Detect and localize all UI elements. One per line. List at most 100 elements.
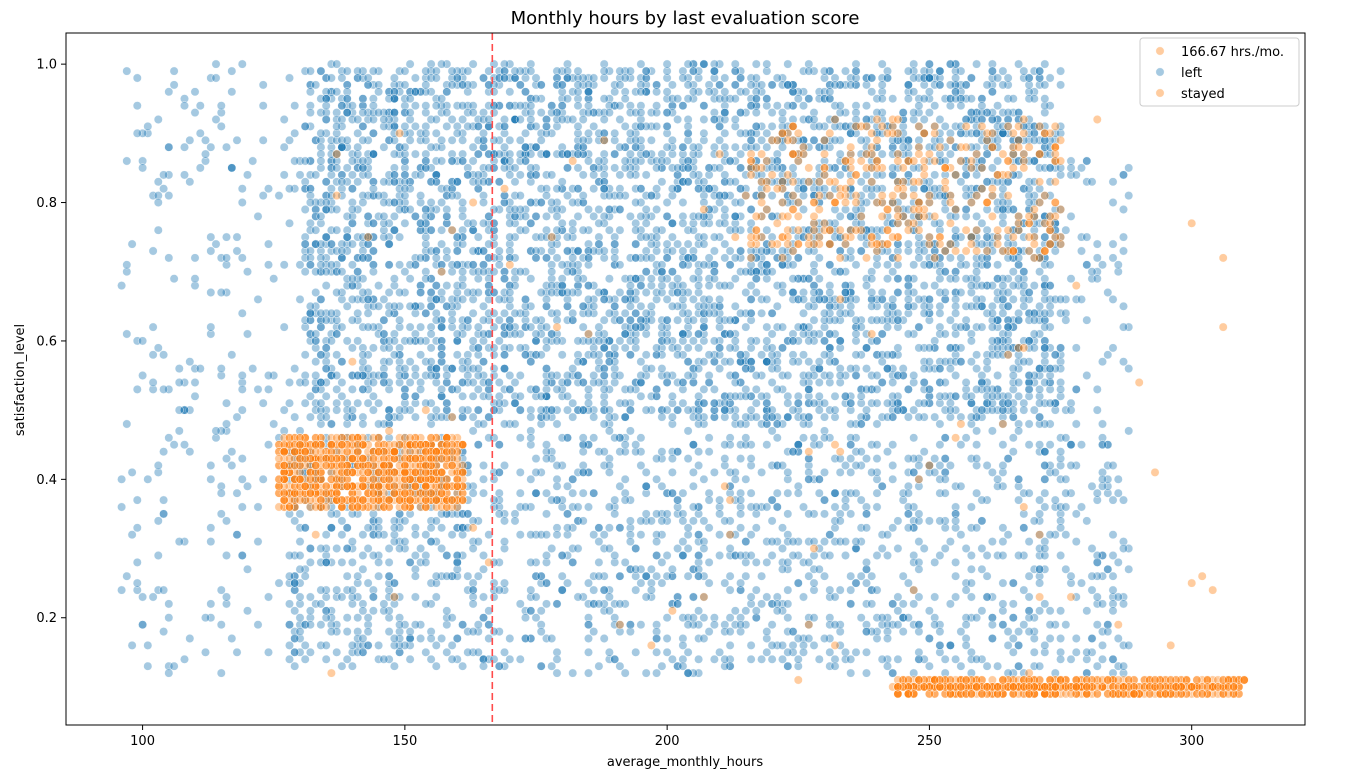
point-left: [668, 184, 677, 194]
point-left: [473, 149, 483, 159]
point-left: [967, 108, 976, 118]
point-left: [662, 211, 672, 221]
point-left: [159, 585, 169, 595]
point-left: [337, 322, 347, 332]
point-left: [830, 80, 840, 90]
point-left: [216, 668, 226, 678]
point-left: [321, 412, 331, 422]
point-left: [883, 398, 892, 408]
point-left: [201, 613, 210, 623]
point-left: [321, 530, 331, 540]
point-left: [940, 378, 950, 387]
point-left: [279, 426, 289, 436]
point-left: [164, 384, 174, 394]
point-left: [830, 135, 840, 145]
point-left: [489, 322, 499, 332]
point-left: [746, 142, 756, 152]
point-left: [353, 315, 363, 325]
point-left: [384, 412, 394, 422]
point-left: [1050, 128, 1060, 138]
point-left: [552, 419, 562, 429]
point-left: [772, 384, 782, 394]
point-left: [463, 288, 473, 297]
point-left: [337, 142, 347, 152]
point-left: [300, 564, 310, 574]
point-left: [820, 350, 829, 360]
point-left: [389, 350, 399, 360]
point-left: [788, 274, 798, 284]
point-left: [442, 551, 452, 560]
point-left: [500, 73, 509, 83]
point-left: [662, 294, 672, 304]
point-left: [211, 73, 221, 83]
point-left: [736, 350, 745, 360]
point-left: [421, 308, 431, 318]
point-left: [578, 108, 588, 118]
point-left: [521, 156, 530, 166]
point-left: [222, 260, 231, 270]
point-left: [143, 661, 153, 671]
point-left: [127, 641, 137, 650]
point-left: [925, 108, 934, 118]
point-left: [311, 357, 321, 367]
point-left: [993, 128, 1002, 138]
point-left: [421, 156, 431, 166]
point-left: [311, 371, 321, 380]
point-left: [416, 544, 425, 553]
point-left: [841, 80, 850, 90]
point-left: [384, 627, 394, 636]
point-left: [699, 59, 709, 69]
point-left: [458, 211, 467, 221]
point-left: [426, 371, 436, 380]
point-left: [153, 198, 163, 207]
point-left: [295, 564, 305, 574]
point-left: [269, 274, 279, 284]
point-left: [862, 281, 871, 290]
point-left: [300, 246, 310, 256]
point-left: [919, 378, 929, 387]
point-left: [956, 322, 966, 332]
point-left: [631, 156, 641, 166]
point-left: [384, 384, 394, 394]
point-left: [809, 260, 819, 270]
point-left: [998, 412, 1008, 422]
point-left: [710, 142, 719, 152]
point-left: [814, 398, 824, 408]
point-left: [710, 246, 719, 256]
point-left: [778, 343, 787, 353]
point-left: [982, 357, 992, 367]
point-left: [510, 329, 520, 339]
point-left: [1029, 87, 1039, 97]
point-left: [935, 391, 945, 401]
point-left: [626, 156, 635, 166]
point-left: [332, 122, 342, 131]
point-left: [615, 315, 625, 325]
point-left: [463, 357, 473, 367]
point-left: [421, 599, 431, 609]
point-left: [400, 170, 410, 180]
point-left: [851, 329, 861, 339]
point-left: [316, 66, 326, 76]
point-left: [363, 544, 373, 553]
point-left: [353, 613, 363, 623]
point-left: [300, 267, 310, 277]
point-left: [751, 122, 761, 131]
point-left: [379, 177, 389, 187]
point-left: [143, 128, 153, 138]
point-left: [274, 433, 284, 443]
point-left: [1029, 156, 1039, 166]
point-left: [704, 294, 714, 304]
point-left: [1040, 322, 1050, 332]
point-left: [326, 87, 336, 97]
point-left: [479, 419, 488, 429]
point-left: [1035, 66, 1045, 76]
point-left: [1035, 495, 1045, 505]
point-left: [416, 170, 425, 180]
point-left: [704, 163, 714, 173]
point-left: [1056, 357, 1066, 367]
point-left: [227, 87, 237, 97]
point-left: [117, 502, 127, 512]
point-left: [730, 391, 740, 401]
point-left: [720, 253, 730, 263]
point-left: [647, 281, 656, 290]
